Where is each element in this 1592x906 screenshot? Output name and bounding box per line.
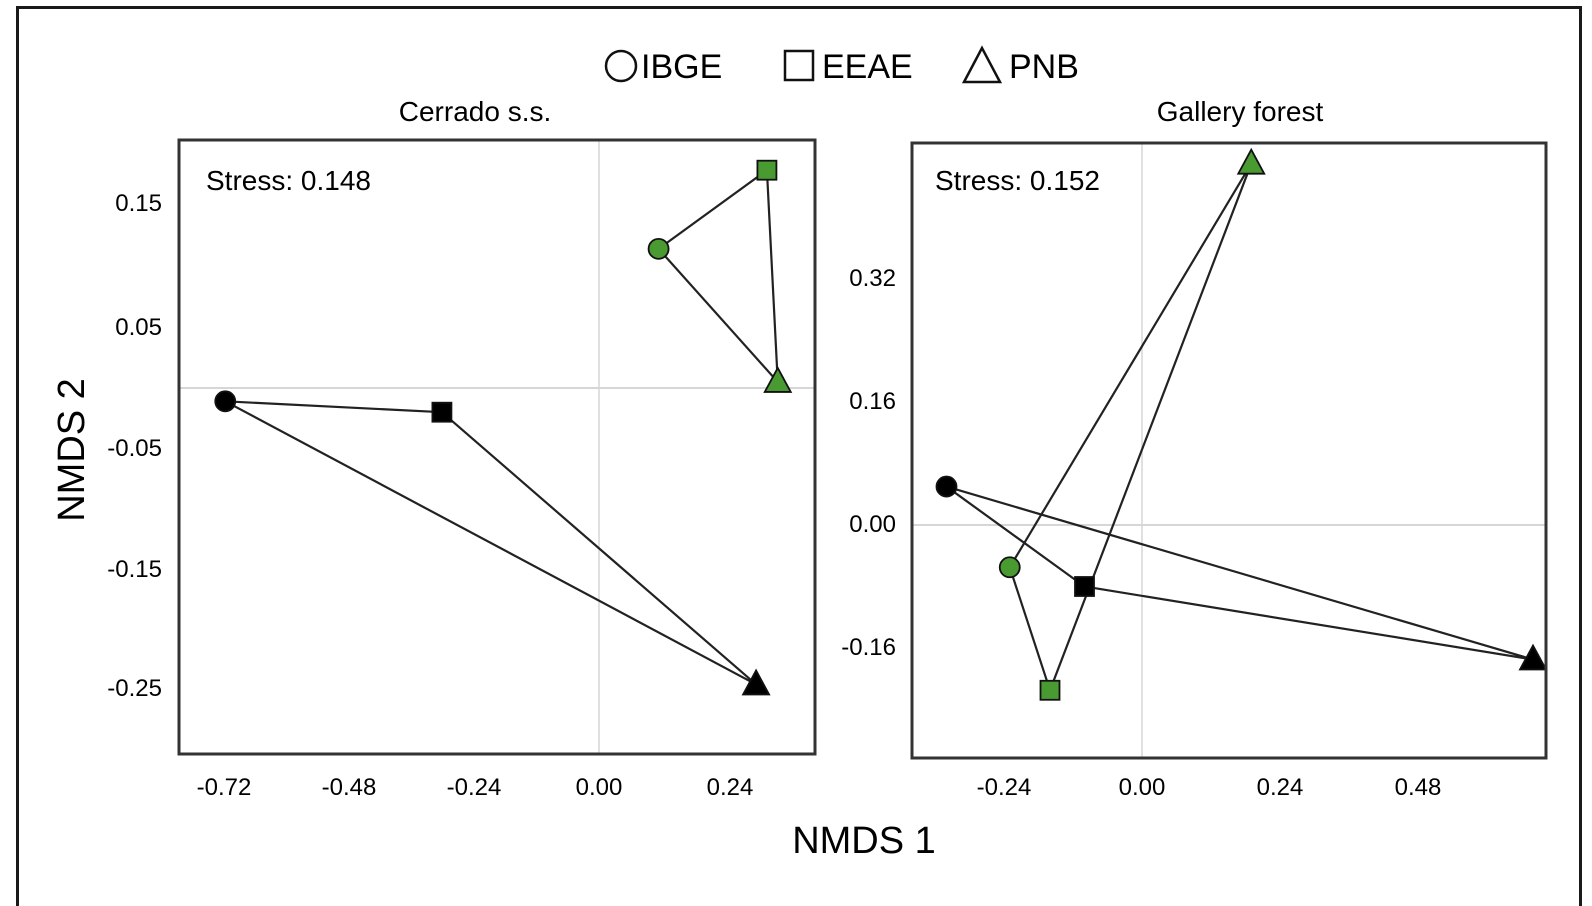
plot-area-border [910,141,1548,760]
x-tick: -0.48 [322,774,377,801]
y-ticks: 0.15 0.05 -0.05 -0.15 -0.25 [107,190,162,702]
y-tick: 0.00 [849,511,896,538]
x-tick: -0.24 [977,774,1032,801]
y-axis-title: NMDS 2 [51,378,93,522]
x-tick: -0.72 [197,774,252,801]
x-tick: 0.24 [707,774,754,801]
stress-label: Stress: 0.148 [206,165,371,196]
legend: IBGE EEAE PNB [604,45,1079,86]
legend-label-ibge: IBGE [641,48,722,86]
y-tick: -0.16 [841,634,896,661]
y-tick: 0.15 [115,190,162,217]
x-ticks: -0.72 -0.48 -0.24 0.00 0.24 [197,774,754,801]
point-eeae-square-marker [756,159,778,181]
x-axis-title: NMDS 1 [792,820,936,862]
point-eeae-square-marker [431,401,453,423]
legend-triangle-icon [961,45,1003,84]
point-pnb-triangle-marker [763,366,793,393]
point-eeae-square-marker [1039,679,1061,701]
legend-circle-icon [604,49,638,83]
y-ticks: 0.32 0.16 0.00 -0.16 [841,265,896,661]
y-tick: -0.05 [107,435,162,462]
y-tick: -0.25 [107,675,162,702]
y-tick: -0.15 [107,556,162,583]
x-tick: 0.00 [1119,774,1166,801]
panel-title-gallery: Gallery forest [1157,96,1324,127]
point-ibge-circle-marker [998,556,1021,579]
x-ticks: -0.24 0.00 0.24 0.48 [977,774,1442,801]
legend-square-icon [783,49,815,82]
legend-label-pnb: PNB [1009,48,1079,86]
plot-area-border [177,138,817,756]
x-tick: -0.24 [447,774,502,801]
point-ibge-circle-marker [935,475,958,498]
panel-title-cerrado: Cerrado s.s. [399,96,552,127]
point-eeae-square-marker [1074,576,1095,597]
point-pnb-triangle-marker [1236,147,1266,175]
panel-cerrado: Stress: 0.148 0.15 0.05 -0.05 -0.15 -0.2… [107,138,817,801]
site-connection-lines [656,168,780,386]
point-pnb-triangle-marker [741,668,771,696]
point-pnb-triangle-marker [1518,643,1548,671]
y-tick: 0.05 [115,314,162,341]
x-tick: 0.48 [1395,774,1442,801]
x-tick: 0.00 [576,774,623,801]
point-ibge-circle-marker [214,390,237,413]
y-tick: 0.16 [849,388,896,415]
x-tick: 0.24 [1257,774,1304,801]
point-ibge-circle-marker [647,237,670,260]
figure-frame [16,6,1582,906]
y-tick: 0.32 [849,265,896,292]
site-connection-lines [224,400,757,686]
stress-label: Stress: 0.152 [935,165,1100,196]
site-connection-lines [1008,163,1253,694]
legend-label-eeae: EEAE [822,48,913,86]
panel-gallery-forest: Stress: 0.152 0.32 0.16 0.00 -0.16 -0.24… [841,141,1548,801]
site-connection-lines [945,485,1534,661]
